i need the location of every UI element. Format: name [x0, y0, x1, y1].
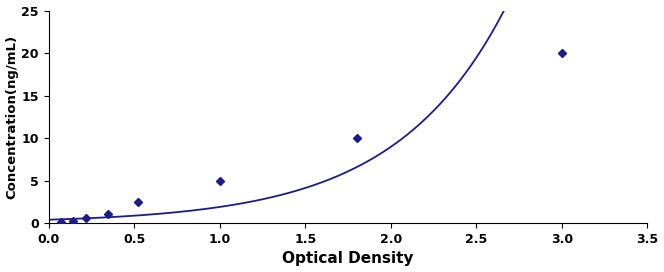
- Y-axis label: Concentration(ng/mL): Concentration(ng/mL): [5, 35, 19, 199]
- X-axis label: Optical Density: Optical Density: [282, 251, 414, 267]
